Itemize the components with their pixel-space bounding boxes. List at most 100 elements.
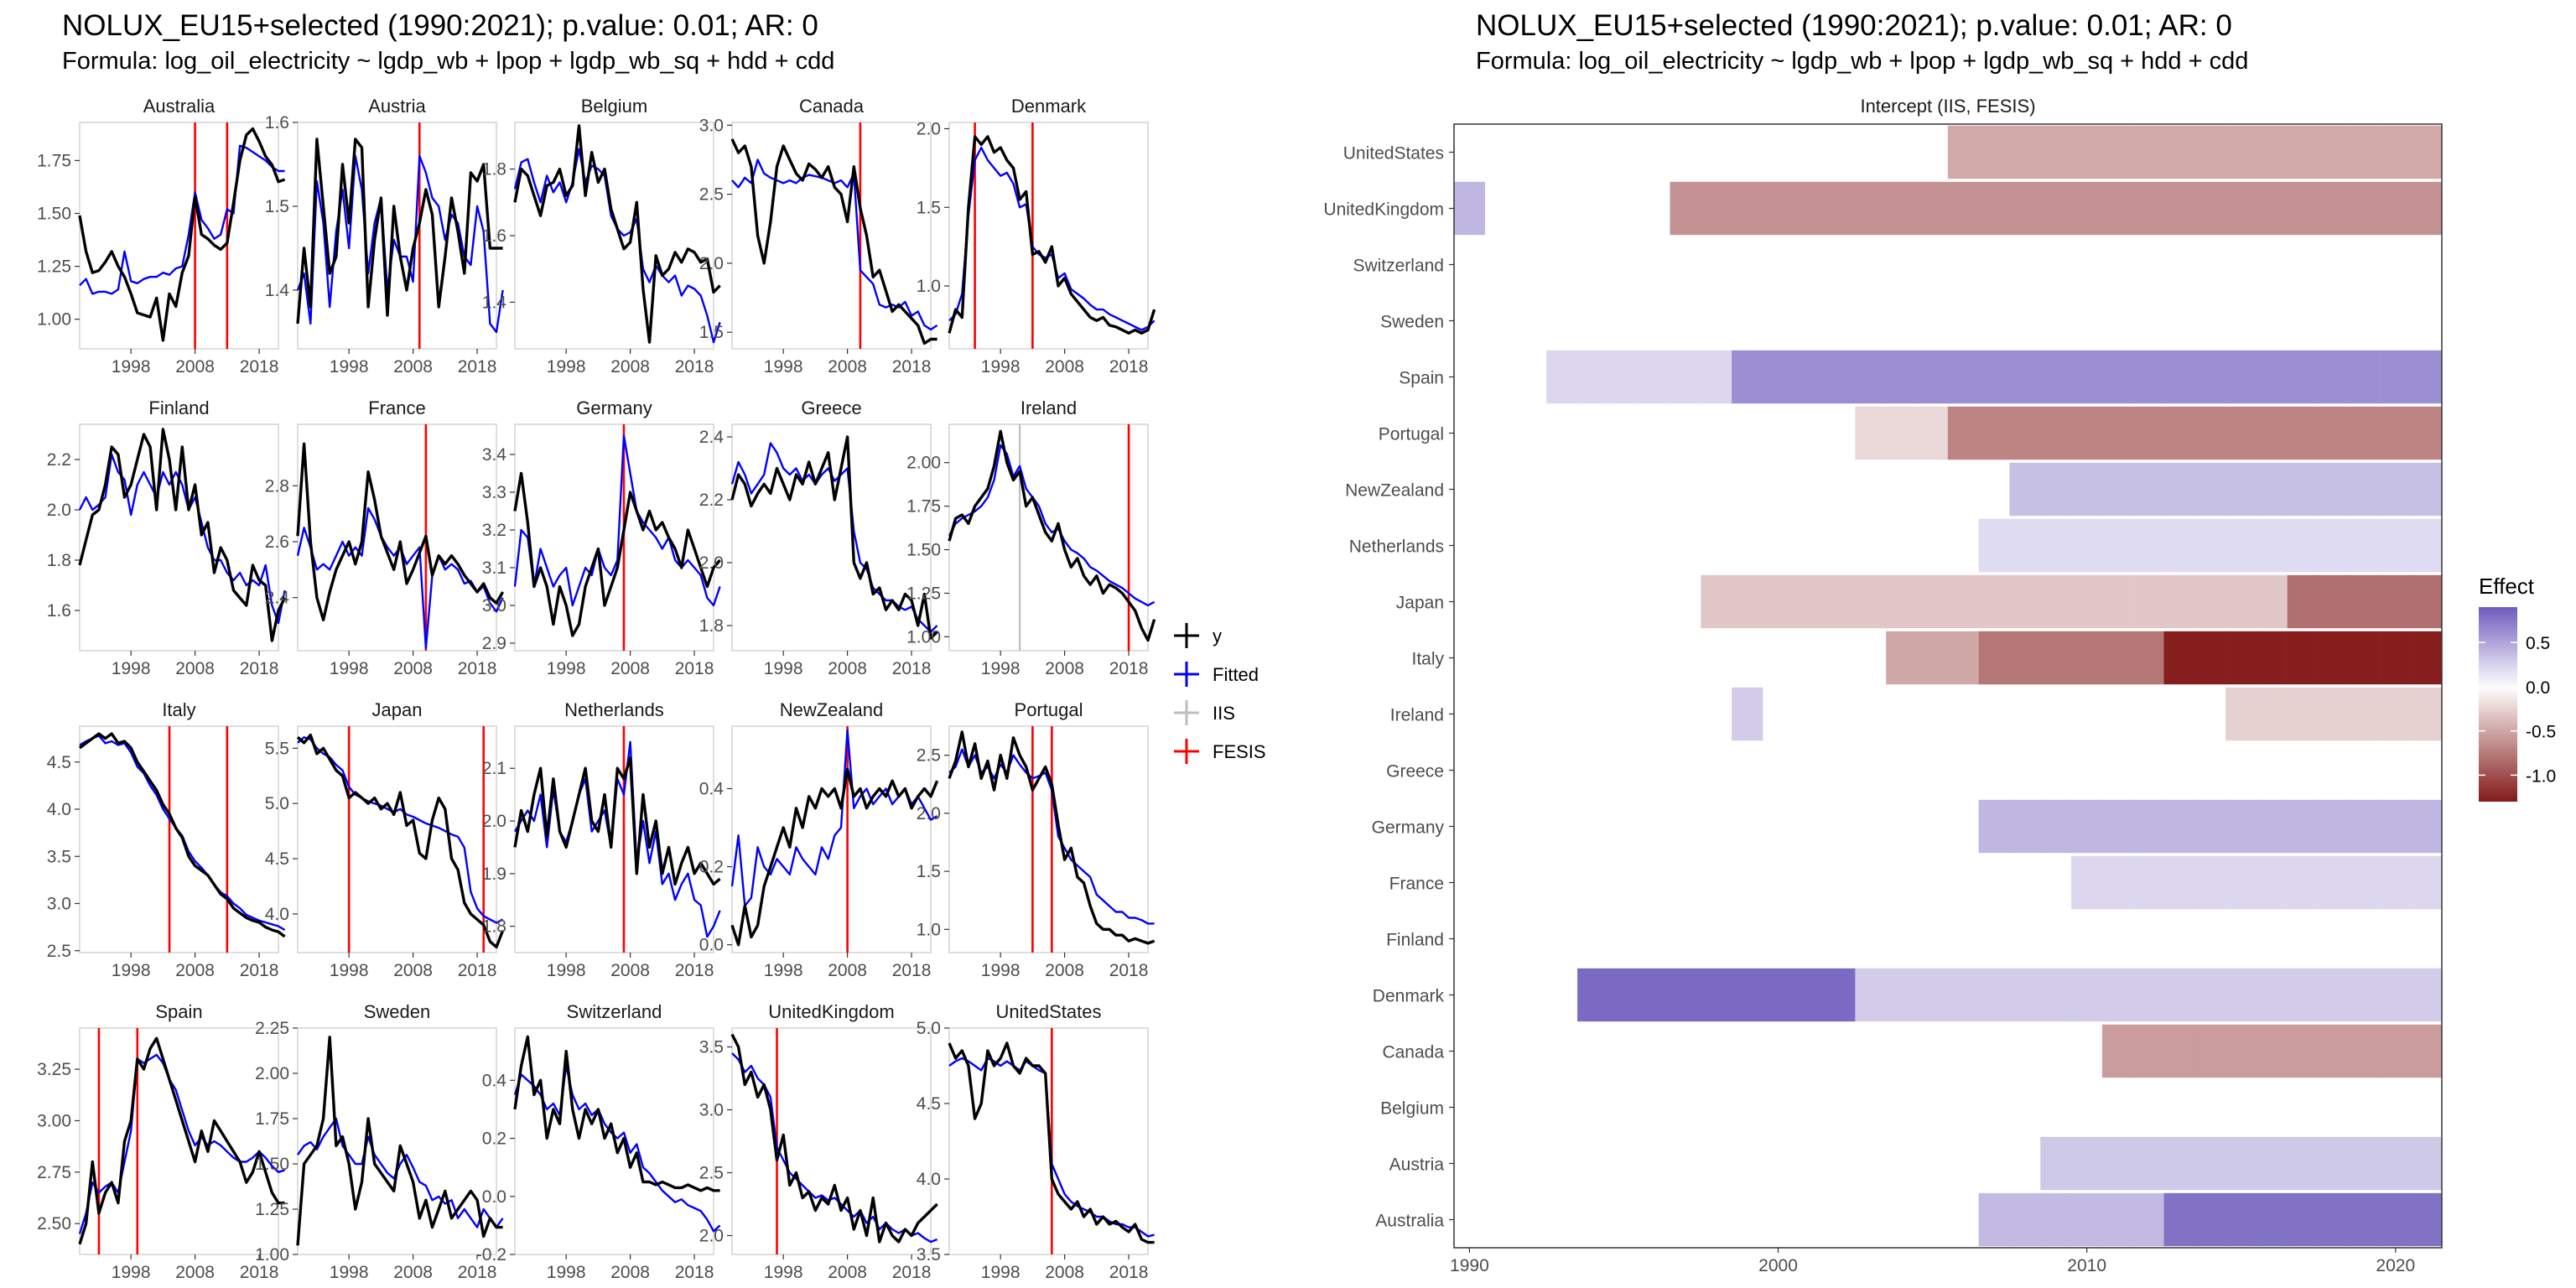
facet-panel-unitedkingdom: UnitedKingdom 1998 2008 2018 2.0 2.5 3.0 3.5 <box>699 1001 938 1282</box>
x-tick-label: 1998 <box>330 1263 369 1282</box>
x-tick-label: 2008 <box>393 1263 433 1282</box>
heatmap-cell <box>2163 181 2195 236</box>
heatmap-cell <box>1855 406 1887 460</box>
legend-item-fesis: FESIS <box>1174 739 1266 764</box>
heatmap-cell <box>2163 1024 2195 1078</box>
heatmap-cell <box>1639 350 1670 404</box>
y-series-line <box>78 127 286 342</box>
heatmap-cell <box>2040 406 2072 460</box>
heatmap-cell <box>2101 462 2134 517</box>
heatmap-row-label: Greece <box>1386 762 1444 782</box>
heatmap-cell <box>2410 631 2443 685</box>
x-tick-label: 2008 <box>610 1263 650 1282</box>
heatmap-cell <box>1824 181 1856 236</box>
heatmap-cell <box>1947 574 1980 629</box>
heatmap-cell <box>2163 125 2195 179</box>
y-series-line <box>513 471 721 637</box>
heatmap-cell <box>1978 799 2010 854</box>
y-series-line <box>730 435 938 640</box>
heatmap-cell <box>2349 125 2381 179</box>
y-tick-label: 3.4 <box>482 445 507 465</box>
y-tick-label: 2.5 <box>699 1164 724 1183</box>
facet-panel-france: France 1998 2008 2018 2.4 2.6 2.8 <box>265 397 505 678</box>
x-tick-label: 1998 <box>981 961 1021 980</box>
y-tick-label: 3.25 <box>37 1060 71 1079</box>
heatmap-cell <box>2287 968 2319 1022</box>
fitted-series-line <box>513 1064 721 1233</box>
x-tick-label: 2008 <box>393 357 433 377</box>
y-series-line <box>78 732 286 938</box>
heatmap-cell <box>2318 406 2350 460</box>
heatmap-cell <box>1916 968 1949 1022</box>
x-tick-label: 1998 <box>547 357 586 377</box>
heatmap-cell <box>2070 855 2103 910</box>
facet-strip-label: Finland <box>148 397 209 418</box>
facet-panel-austria: Austria 1998 2008 2018 1.4 1.5 1.6 <box>265 96 504 377</box>
heatmap-cell <box>2318 574 2350 629</box>
heatmap-segment-australia <box>1978 1192 2164 1247</box>
y-tick-label: 1.75 <box>37 151 71 170</box>
facet-strip-label: Belgium <box>581 96 647 117</box>
facet-strip-label: France <box>368 397 425 418</box>
x-tick-label: 2008 <box>828 659 867 678</box>
heatmap-cell <box>1886 181 1918 236</box>
heatmap-cell <box>2410 1136 2443 1191</box>
heatmap-cell <box>2287 1136 2319 1191</box>
heatmap-cell <box>2380 1136 2412 1191</box>
y-tick-label: 1.4 <box>482 293 507 312</box>
facet-panel-greece: Greece 1998 2008 2018 1.8 2.0 2.2 2.4 <box>699 397 938 678</box>
heatmap-cell <box>2101 406 2134 460</box>
heatmap-cell <box>2410 350 2443 404</box>
y-tick-label: 1.00 <box>906 627 941 647</box>
heatmap-cell <box>2040 968 2072 1022</box>
heatmap-cell <box>2070 462 2103 517</box>
heatmap-cell <box>2349 181 2381 236</box>
heatmap-cell <box>1978 518 2010 573</box>
heatmap-cell <box>2380 1024 2412 1078</box>
panel-frame <box>948 122 1149 350</box>
heatmap-cell <box>2256 574 2288 629</box>
y-series-line <box>730 138 937 345</box>
facet-strip-label: Ireland <box>1021 397 1077 418</box>
heatmap-cell <box>2225 1192 2257 1247</box>
heatmap-cell <box>1916 350 1949 404</box>
facet-strip-label: Portugal <box>1015 699 1083 720</box>
heatmap-cell <box>2349 1192 2381 1247</box>
y-tick-label: 2.5 <box>699 185 724 205</box>
heatmap-cell <box>2009 350 2041 404</box>
y-tick-label: 0.2 <box>482 1130 506 1149</box>
facet-strip-label: UnitedStates <box>996 1001 1102 1022</box>
heatmap-cell <box>2225 631 2257 685</box>
heatmap-cell <box>1978 574 2010 629</box>
heatmap-cell <box>2225 350 2257 404</box>
y-series-line <box>948 730 1156 945</box>
heatmap-cell <box>2349 518 2381 573</box>
y-tick-label: 1.5 <box>917 862 941 881</box>
heatmap-segment-spain <box>1546 350 1732 404</box>
heatmap-cell <box>2410 968 2443 1022</box>
y-tick-label: 2.0 <box>699 553 724 573</box>
y-series-line <box>513 756 721 886</box>
heatmap-cell <box>2380 1192 2412 1247</box>
x-tick-label: 1998 <box>764 961 803 980</box>
heatmap-cell <box>1732 968 1763 1022</box>
heatmap-cell <box>2287 799 2319 854</box>
heatmap-cell <box>2070 406 2103 460</box>
y-tick-label: 3.5 <box>917 1245 941 1265</box>
y-tick-label: 1.0 <box>917 920 941 939</box>
heatmap-segment-netherlands <box>1978 518 2443 573</box>
heatmap-cell <box>2225 1136 2257 1191</box>
heatmap-cell <box>1855 181 1887 236</box>
heatmap-segment-unitedkingdom <box>1670 181 2443 236</box>
heatmap-cell <box>2318 125 2350 179</box>
heatmap-cell <box>2225 181 2257 236</box>
heatmap-cell <box>1793 350 1826 404</box>
y-tick-label: 4.0 <box>47 800 71 819</box>
heatmap-cell <box>2410 125 2443 179</box>
y-tick-label: 0.4 <box>482 1071 507 1090</box>
y-tick-label: 1.6 <box>482 226 506 246</box>
y-series-line <box>948 1041 1155 1244</box>
heatmap-cell <box>2009 574 2041 629</box>
y-tick-label: 2.8 <box>265 476 289 496</box>
x-tick-label: 2020 <box>2376 1256 2415 1275</box>
